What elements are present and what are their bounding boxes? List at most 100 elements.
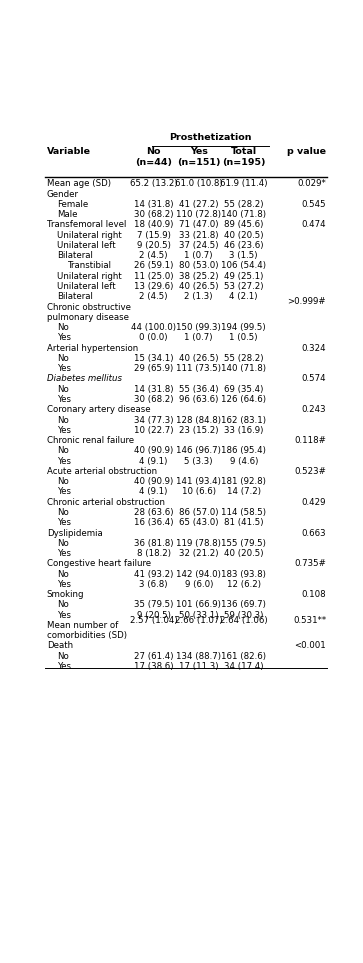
Text: 183 (93.8): 183 (93.8) [221,569,266,579]
Text: 33 (16.9): 33 (16.9) [224,426,264,435]
Text: 0.574: 0.574 [302,375,326,383]
Text: Bilateral: Bilateral [57,293,93,301]
Text: 0.663: 0.663 [302,529,326,537]
Text: Unilateral left: Unilateral left [57,282,116,291]
Text: 40 (26.5): 40 (26.5) [179,354,219,363]
Text: 38 (25.2): 38 (25.2) [179,272,219,281]
Text: Yes: Yes [57,426,72,435]
Text: 101 (66.9): 101 (66.9) [176,600,221,610]
Text: 17 (11.3): 17 (11.3) [179,662,219,671]
Text: Chronic arterial obstruction: Chronic arterial obstruction [47,498,165,507]
Text: Unilateral right: Unilateral right [57,231,122,240]
Text: 23 (15.2): 23 (15.2) [179,426,219,435]
Text: Mean number of
comorbidities (SD): Mean number of comorbidities (SD) [47,621,127,640]
Text: 13 (29.6): 13 (29.6) [134,282,174,291]
Text: 33 (21.8): 33 (21.8) [179,231,219,240]
Text: No: No [57,652,69,661]
Text: 4 (9.1): 4 (9.1) [139,456,168,466]
Text: 0.735#: 0.735# [294,560,326,568]
Text: 106 (54.4): 106 (54.4) [221,262,266,271]
Text: 55 (36.4): 55 (36.4) [179,385,219,394]
Text: Total
(n=195): Total (n=195) [222,147,265,167]
Text: No: No [57,324,69,332]
Text: No: No [57,569,69,579]
Text: 59 (30.3): 59 (30.3) [224,611,264,619]
Text: 40 (90.9): 40 (90.9) [134,446,173,455]
Text: No: No [57,508,69,517]
Text: 30 (68.2): 30 (68.2) [134,395,174,404]
Text: 8 (18.2): 8 (18.2) [137,549,171,558]
Text: >0.999#: >0.999# [287,298,326,306]
Text: 162 (83.1): 162 (83.1) [221,416,266,425]
Text: 40 (26.5): 40 (26.5) [179,282,219,291]
Text: 110 (72.8): 110 (72.8) [176,210,221,220]
Text: 17 (38.6): 17 (38.6) [134,662,174,671]
Text: 0.243: 0.243 [302,405,326,414]
Text: 126 (64.6): 126 (64.6) [221,395,266,404]
Text: Yes: Yes [57,456,72,466]
Text: 10 (22.7): 10 (22.7) [134,426,174,435]
Text: 28 (63.6): 28 (63.6) [134,508,174,517]
Text: 3 (1.5): 3 (1.5) [229,251,258,260]
Text: 2.66 (1.07): 2.66 (1.07) [175,615,223,625]
Text: 11 (25.0): 11 (25.0) [134,272,174,281]
Text: 194 (99.5): 194 (99.5) [221,324,266,332]
Text: 0.029*: 0.029* [297,179,326,189]
Text: Prosthetization: Prosthetization [169,133,251,142]
Text: Bilateral: Bilateral [57,251,93,260]
Text: 29 (65.9): 29 (65.9) [134,364,173,374]
Text: p value: p value [287,147,326,156]
Text: 49 (25.1): 49 (25.1) [224,272,264,281]
Text: Chronic renal failure: Chronic renal failure [47,436,134,445]
Text: 18 (40.9): 18 (40.9) [134,221,174,229]
Text: 140 (71.8): 140 (71.8) [221,210,266,220]
Text: Male: Male [57,210,78,220]
Text: 40 (90.9): 40 (90.9) [134,477,173,486]
Text: Acute arterial obstruction: Acute arterial obstruction [47,467,157,476]
Text: 111 (73.5): 111 (73.5) [176,364,221,374]
Text: 71 (47.0): 71 (47.0) [179,221,219,229]
Text: 114 (58.5): 114 (58.5) [221,508,266,517]
Text: 0.531**: 0.531** [293,615,326,625]
Text: 1 (0.7): 1 (0.7) [184,251,213,260]
Text: Chronic obstructive
pulmonary disease: Chronic obstructive pulmonary disease [47,302,131,322]
Text: Diabetes mellitus: Diabetes mellitus [47,375,122,383]
Text: 155 (79.5): 155 (79.5) [221,538,266,548]
Text: 1 (0.5): 1 (0.5) [229,333,258,343]
Text: 30 (68.2): 30 (68.2) [134,210,174,220]
Text: 7 (15.9): 7 (15.9) [137,231,171,240]
Text: 3 (6.8): 3 (6.8) [139,580,168,588]
Text: 15 (34.1): 15 (34.1) [134,354,174,363]
Text: 26 (59.1): 26 (59.1) [134,262,174,271]
Text: 0.429: 0.429 [302,498,326,507]
Text: 142 (94.0): 142 (94.0) [176,569,221,579]
Text: 2 (4.5): 2 (4.5) [139,251,168,260]
Text: 40 (20.5): 40 (20.5) [224,549,264,558]
Text: 181 (92.8): 181 (92.8) [221,477,266,486]
Text: 86 (57.0): 86 (57.0) [179,508,219,517]
Text: 141 (93.4): 141 (93.4) [176,477,221,486]
Text: 0.324: 0.324 [302,344,326,352]
Text: Transfemoral level: Transfemoral level [47,221,126,229]
Text: Yes: Yes [57,395,72,404]
Text: 14 (31.8): 14 (31.8) [134,200,174,209]
Text: 119 (78.8): 119 (78.8) [176,538,221,548]
Text: 46 (23.6): 46 (23.6) [224,241,264,250]
Text: 2 (4.5): 2 (4.5) [139,293,168,301]
Text: 41 (27.2): 41 (27.2) [179,200,219,209]
Text: 44 (100.0): 44 (100.0) [131,324,176,332]
Text: Transtibial: Transtibial [68,262,112,271]
Text: 0 (0.0): 0 (0.0) [139,333,168,343]
Text: Yes
(n=151): Yes (n=151) [177,147,220,167]
Text: Arterial hypertension: Arterial hypertension [47,344,138,352]
Text: 37 (24.5): 37 (24.5) [179,241,219,250]
Text: No
(n=44): No (n=44) [135,147,172,167]
Text: 50 (33.1): 50 (33.1) [179,611,219,619]
Text: Smoking: Smoking [47,590,84,599]
Text: 89 (45.6): 89 (45.6) [224,221,264,229]
Text: 41 (93.2): 41 (93.2) [134,569,174,579]
Text: 140 (71.8): 140 (71.8) [221,364,266,374]
Text: 81 (41.5): 81 (41.5) [224,518,264,527]
Text: Yes: Yes [57,611,72,619]
Text: Female: Female [57,200,89,209]
